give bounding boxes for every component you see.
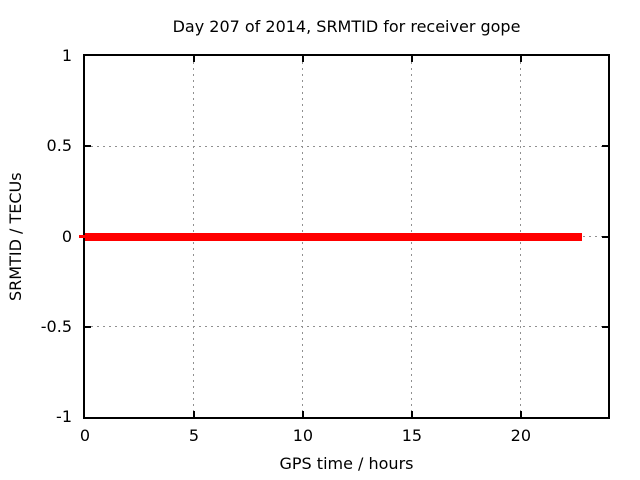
x-tick-label: 0	[79, 426, 91, 445]
y-tick-label: 0	[61, 226, 72, 246]
chart-title: Day 207 of 2014, SRMTID for receiver gop…	[172, 17, 521, 36]
x-tick-top	[192, 56, 195, 62]
y-tick-right	[602, 235, 608, 238]
x-tick-top	[410, 56, 413, 62]
x-tick-label: 15	[401, 426, 423, 445]
x-tick-bottom	[519, 411, 522, 417]
series-start-cap	[79, 235, 85, 238]
gridline-horizontal	[85, 145, 608, 147]
x-tick-label: 10	[292, 426, 314, 445]
y-tick-right	[602, 145, 608, 148]
x-tick-label: 5	[188, 426, 200, 445]
gridline-horizontal	[85, 326, 608, 328]
series-line-srmtid	[85, 232, 582, 241]
x-tick-bottom	[192, 411, 195, 417]
x-tick-bottom	[301, 411, 304, 417]
y-tick-right	[602, 325, 608, 328]
y-tick-label: 1	[61, 46, 72, 65]
y-tick-label: 0.5	[46, 136, 72, 156]
y-tick-left	[85, 325, 91, 328]
y-tick-label: -1	[56, 407, 72, 426]
y-tick-left	[85, 145, 91, 148]
x-tick-label: 20	[510, 426, 532, 445]
x-tick-bottom	[410, 411, 413, 417]
x-axis-label: GPS time / hours	[279, 454, 414, 473]
x-tick-top	[301, 56, 304, 62]
y-tick-label: -0.5	[40, 316, 72, 336]
x-tick-top	[519, 56, 522, 62]
plot-area	[79, 56, 608, 417]
